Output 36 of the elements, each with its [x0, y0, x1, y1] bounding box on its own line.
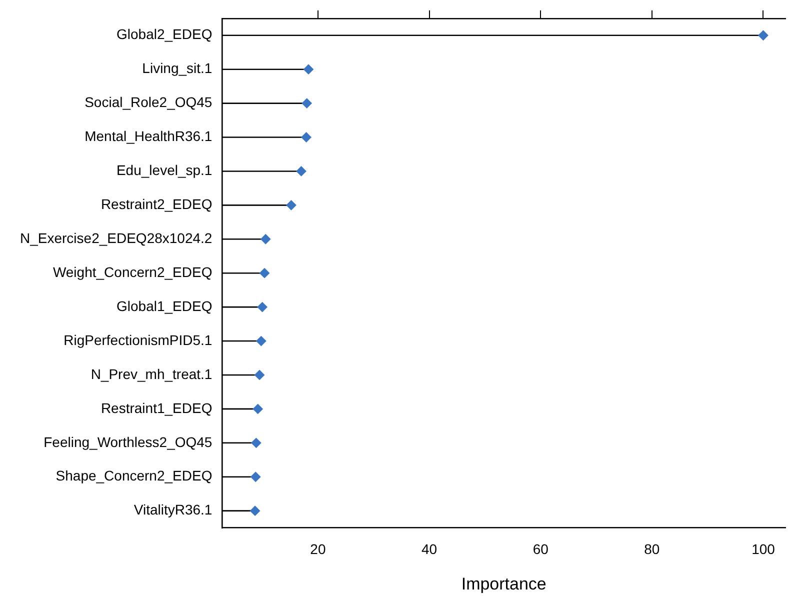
y-tick-label: Social_Role2_OQ45 — [84, 94, 212, 110]
x-tick-label: 40 — [421, 541, 438, 558]
y-tick-label: Mental_HealthR36.1 — [84, 128, 212, 144]
y-tick-label: Shape_Concern2_EDEQ — [56, 468, 212, 484]
y-tick-label: N_Prev_mh_treat.1 — [90, 366, 212, 382]
point — [260, 234, 271, 244]
y-tick-label: Edu_level_sp.1 — [116, 162, 212, 178]
y-tick-label: RigPerfectionismPID5.1 — [64, 332, 212, 348]
point — [250, 472, 261, 482]
point — [251, 438, 262, 448]
point — [758, 30, 768, 40]
y-tick-label: Global1_EDEQ — [116, 298, 212, 314]
point — [257, 302, 268, 312]
y-tick-label: Restraint1_EDEQ — [100, 400, 212, 416]
y-tick-label: Feeling_Worthless2_OQ45 — [44, 434, 212, 450]
point — [260, 268, 270, 278]
x-tick-label: 80 — [644, 541, 660, 558]
point — [296, 166, 306, 176]
y-tick-label: Restraint2_EDEQ — [100, 196, 212, 212]
x-tick-label: 60 — [532, 541, 549, 558]
point — [250, 506, 260, 516]
point — [303, 64, 314, 74]
point — [254, 370, 265, 380]
point — [302, 98, 312, 108]
y-tick-label: Weight_Concern2_EDEQ — [52, 264, 212, 280]
y-tick-label: Living_sit.1 — [142, 60, 212, 76]
point — [301, 132, 312, 142]
point — [256, 336, 266, 346]
y-tick-label: N_Exercise2_EDEQ28x1024.2 — [20, 230, 212, 246]
x-axis-title: Importance — [461, 574, 546, 594]
x-tick-label: 100 — [752, 541, 776, 558]
x-tick-label: 20 — [310, 541, 326, 558]
point — [252, 404, 263, 414]
point — [286, 200, 296, 210]
y-tick-label: VitalityR36.1 — [134, 502, 212, 518]
y-tick-label: Global2_EDEQ — [116, 26, 212, 42]
